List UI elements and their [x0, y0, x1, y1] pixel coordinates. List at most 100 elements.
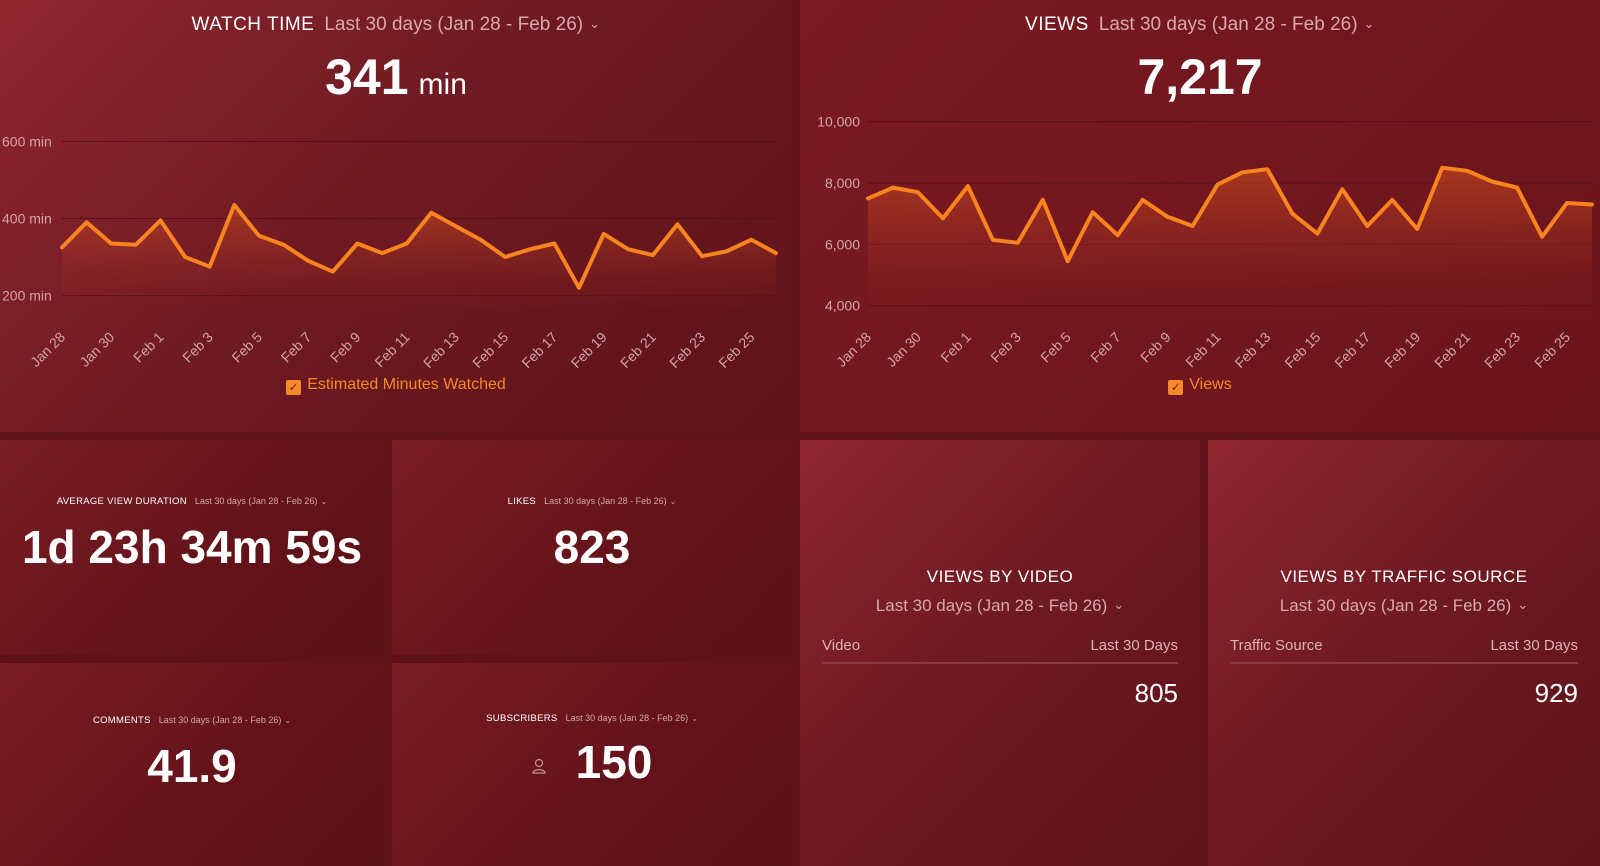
y-tick-label: 10,000	[817, 114, 860, 130]
chevron-down-icon[interactable]: ⌄	[320, 497, 328, 506]
column-header-traffic-source[interactable]: Traffic Source	[1230, 637, 1323, 654]
user-icon	[532, 758, 546, 774]
views-chart[interactable]: 4,000 6,000 8,000 10,000 Jan 28 Jan 30 Feb 1 Fe…	[800, 0, 1600, 432]
data-point	[529, 249, 530, 250]
data-point	[1117, 235, 1118, 236]
data-point	[942, 218, 943, 219]
watch-time-panel: WATCH TIME Last 30 days (Jan 28 - Feb 26)…	[0, 0, 792, 432]
data-point	[1317, 233, 1318, 234]
likes-panel: LIKES Last 30 days (Jan 28 - Feb 26) ⌄ 823	[392, 440, 792, 655]
comments-value: 41.9	[147, 740, 237, 792]
data-point	[1067, 261, 1068, 262]
likes-value: 823	[553, 521, 631, 573]
y-tick-label: 4,000	[825, 298, 860, 314]
data-point	[135, 244, 136, 245]
data-point	[702, 256, 703, 257]
data-point	[480, 239, 481, 240]
data-point	[776, 253, 777, 254]
data-point	[1142, 199, 1143, 200]
data-point	[160, 220, 161, 221]
views-by-traffic-source-range-dropdown[interactable]: Last 30 days (Jan 28 - Feb 26) ⌄	[1208, 596, 1600, 616]
column-header-video[interactable]: Video	[822, 637, 861, 654]
x-tick-label: Jan 28	[833, 329, 874, 370]
chevron-down-icon[interactable]: ⌄	[284, 716, 292, 725]
views-legend[interactable]: ✓ Views	[800, 376, 1600, 395]
avg-view-duration-range-dropdown[interactable]: Last 30 days (Jan 28 - Feb 26)	[194, 496, 318, 506]
watch-time-header: WATCH TIME Last 30 days (Jan 28 - Feb 26)…	[0, 14, 792, 36]
y-tick-label: 400 min	[2, 211, 52, 227]
data-point	[579, 287, 580, 288]
x-tick-label: Feb 15	[1281, 329, 1323, 371]
series-line	[60, 203, 778, 290]
data-point	[1417, 229, 1418, 230]
x-tick-label: Feb 13	[1231, 329, 1273, 371]
likes-range-dropdown[interactable]: Last 30 days (Jan 28 - Feb 26)	[544, 496, 667, 506]
views-by-video-title: VIEWS BY VIDEO	[926, 567, 1074, 586]
views-by-video-panel: VIEWS BY VIDEO Last 30 days (Jan 28 - Fe…	[800, 440, 1200, 866]
chevron-down-icon[interactable]: ⌄	[1517, 597, 1529, 612]
views-by-video-table-header: Video Last 30 Days	[822, 637, 1178, 664]
watch-time-legend[interactable]: ✓ Estimated Minutes Watched	[0, 376, 792, 395]
chevron-down-icon[interactable]: ⌄	[589, 16, 601, 31]
data-point	[1267, 169, 1268, 170]
comments-header: COMMENTS Last 30 days (Jan 28 - Feb 26) ⌄	[0, 715, 384, 726]
data-point	[258, 235, 259, 236]
data-point	[308, 260, 309, 261]
comments-range-dropdown[interactable]: Last 30 days (Jan 28 - Feb 26)	[158, 715, 282, 725]
views-by-traffic-source-panel: VIEWS BY TRAFFIC SOURCE Last 30 days (Ja…	[1208, 440, 1600, 866]
x-tick-label: Feb 21	[617, 329, 659, 371]
data-point	[455, 226, 456, 227]
views-by-video-total: 805	[1134, 678, 1178, 708]
views-value: 7,217	[1137, 49, 1263, 105]
x-tick-label: Feb 9	[1137, 329, 1174, 366]
comments-title: COMMENTS	[92, 715, 151, 726]
column-header-last-30-days[interactable]: Last 30 Days	[1090, 637, 1178, 654]
data-point	[726, 251, 727, 252]
data-point	[1542, 236, 1543, 237]
x-tick-label: Feb 25	[1531, 329, 1573, 371]
data-point	[62, 247, 63, 248]
data-point	[505, 256, 506, 257]
x-tick-label: Feb 17	[1331, 329, 1373, 371]
data-point	[1342, 189, 1343, 190]
views-range-dropdown[interactable]: Last 30 days (Jan 28 - Feb 26)	[1098, 14, 1358, 35]
data-point	[992, 239, 993, 240]
data-point	[628, 249, 629, 250]
data-point	[1192, 225, 1193, 226]
y-tick-label: 6,000	[825, 236, 860, 252]
x-tick-label: Feb 7	[278, 329, 315, 366]
data-point	[603, 233, 604, 234]
chevron-down-icon[interactable]: ⌄	[669, 497, 677, 506]
data-point	[1292, 213, 1293, 214]
watch-time-range-dropdown[interactable]: Last 30 days (Jan 28 - Feb 26)	[324, 14, 584, 35]
x-tick-label: Feb 25	[715, 329, 757, 371]
comments-panel: COMMENTS Last 30 days (Jan 28 - Feb 26) ⌄ …	[0, 663, 384, 866]
chevron-down-icon[interactable]: ⌄	[1363, 16, 1375, 31]
data-point	[1567, 202, 1568, 203]
x-tick-label: Feb 13	[420, 329, 462, 371]
subscribers-panel: SUBSCRIBERS Last 30 days (Jan 28 - Feb 26…	[392, 663, 792, 866]
checkbox-checked-icon[interactable]: ✓	[286, 380, 302, 395]
y-tick-label: 600 min	[2, 134, 52, 150]
subscribers-range-dropdown[interactable]: Last 30 days (Jan 28 - Feb 26)	[565, 713, 689, 723]
chevron-down-icon[interactable]: ⌄	[691, 714, 698, 723]
x-tick-label: Feb 17	[518, 329, 560, 371]
data-point	[967, 186, 968, 187]
series-area	[868, 167, 1592, 318]
data-point	[1042, 199, 1043, 200]
x-tick-label: Feb 19	[1381, 329, 1423, 371]
checkbox-checked-icon[interactable]: ✓	[1168, 380, 1184, 395]
data-point	[86, 222, 87, 223]
views-by-video-range-dropdown[interactable]: Last 30 days (Jan 28 - Feb 26) ⌄	[800, 596, 1200, 616]
watch-time-chart[interactable]: 200 min 400 min 600 min Jan 28 Jan 30 Feb 1 Fe…	[0, 0, 792, 432]
x-tick-label: Feb 5	[1037, 329, 1074, 366]
data-point	[283, 244, 284, 245]
column-header-last-30-days[interactable]: Last 30 Days	[1490, 637, 1578, 654]
chevron-down-icon[interactable]: ⌄	[1113, 597, 1125, 612]
subscribers-value-row: 150	[392, 735, 792, 789]
x-tick-label: Feb 9	[327, 329, 364, 366]
data-point	[892, 187, 893, 188]
x-tick-label: Feb 11	[371, 329, 413, 371]
views-title: VIEWS	[1025, 14, 1089, 35]
x-tick-label: Feb 1	[937, 329, 974, 366]
